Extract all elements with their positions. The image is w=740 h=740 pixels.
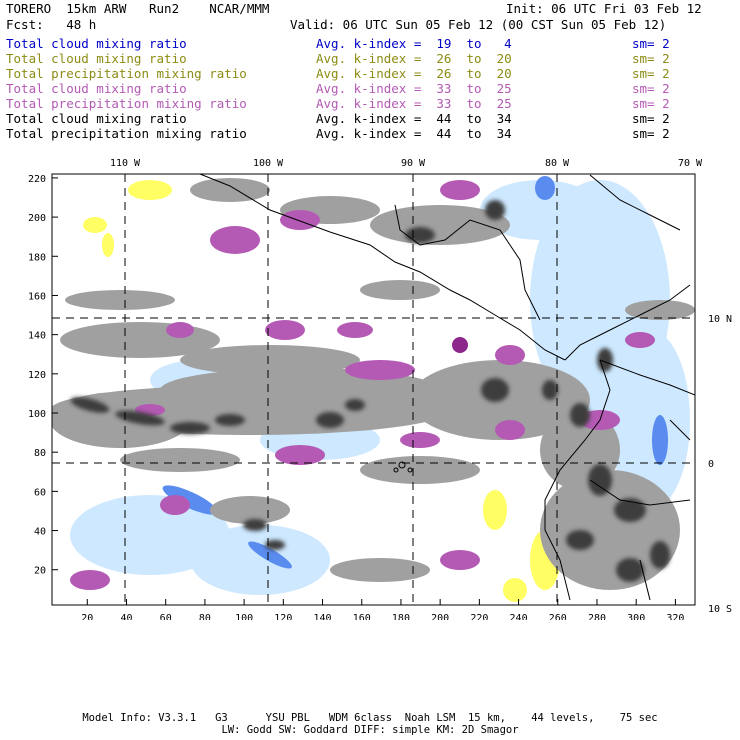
legend-sm: sm= 2: [632, 111, 670, 126]
x-tick-label: 300: [627, 613, 645, 620]
x-tick-label: 200: [431, 613, 449, 620]
forecast-hour: Fcst: 48 h: [6, 17, 97, 32]
legend-name: Total cloud mixing ratio: [6, 36, 187, 51]
valid-time: Valid: 06 UTC Sun 05 Feb 12 (00 CST Sun …: [290, 17, 667, 32]
y-tick-label: 120: [28, 370, 46, 381]
x-tick-label: 240: [510, 613, 528, 620]
y-tick-label: 60: [34, 487, 46, 498]
model-info: Model Info: V3.3.1 G3 YSU PBL WDM 6class…: [82, 712, 658, 724]
x-tick-label: 280: [588, 613, 606, 620]
x-tick-label: 140: [313, 613, 331, 620]
y-tick-label: 200: [28, 213, 46, 224]
forecast-map: 110 W 100 W 90 W 80 W 70 W 10 N 0 10 S 2…: [28, 158, 732, 620]
lat-label: 10 S: [708, 604, 732, 615]
x-tick-label: 100: [235, 613, 253, 620]
x-tick-label: 180: [392, 613, 410, 620]
legend-sm: sm= 2: [632, 36, 670, 51]
lon-label: 70 W: [678, 158, 703, 169]
lon-label: 80 W: [545, 158, 570, 169]
lon-labels: 110 W 100 W 90 W 80 W 70 W: [110, 158, 703, 169]
x-tick-label: 220: [470, 613, 488, 620]
lon-label: 100 W: [253, 158, 284, 169]
x-tick-label: 20: [81, 613, 93, 620]
legend-kindex: Avg. k-index = 19 to 4: [316, 36, 512, 51]
legend-kindex: Avg. k-index = 26 to 20: [316, 51, 512, 66]
legend-name: Total precipitation mixing ratio: [6, 126, 247, 141]
x-ticks: 20 40 60 80 100 120 140 160 180 200 220 240 260 280 30…: [81, 599, 684, 620]
x-tick-label: 40: [120, 613, 132, 620]
latlon-grid: [52, 174, 695, 605]
legend-sm: sm= 2: [632, 96, 670, 111]
y-tick-label: 220: [28, 174, 46, 185]
legend-kindex: Avg. k-index = 33 to 25: [316, 81, 512, 96]
init-time: Init: 06 UTC Fri 03 Feb 12: [506, 1, 702, 16]
x-tick-label: 260: [549, 613, 567, 620]
legend-sm: sm= 2: [632, 126, 670, 141]
y-tick-label: 80: [34, 448, 46, 459]
legend-name: Total cloud mixing ratio: [6, 81, 187, 96]
lat-label: 0: [708, 459, 714, 470]
plot-frame: [51, 173, 696, 606]
x-tick-label: 320: [666, 613, 684, 620]
y-tick-label: 20: [34, 566, 46, 577]
legend-kindex: Avg. k-index = 33 to 25: [316, 96, 512, 111]
x-tick-label: 160: [353, 613, 371, 620]
legend-name: Total precipitation mixing ratio: [6, 96, 247, 111]
y-tick-label: 40: [34, 527, 46, 538]
model-physics: LW: Godd SW: Goddard DIFF: simple KM: 2D…: [221, 724, 519, 736]
y-tick-label: 160: [28, 291, 46, 302]
lon-label: 110 W: [110, 158, 141, 169]
legend-kindex: Avg. k-index = 26 to 20: [316, 66, 512, 81]
x-tick-label: 80: [199, 613, 211, 620]
lat-label: 10 N: [708, 314, 732, 325]
legend-sm: sm= 2: [632, 51, 670, 66]
legend-name: Total precipitation mixing ratio: [6, 66, 247, 81]
legend-name: Total cloud mixing ratio: [6, 51, 187, 66]
legend-name: Total cloud mixing ratio: [6, 111, 187, 126]
legend-kindex: Avg. k-index = 44 to 34: [316, 111, 512, 126]
x-tick-label: 120: [274, 613, 292, 620]
lat-labels: 10 N 0 10 S: [708, 314, 732, 615]
y-ticks: 20 40 60 80 100 120 140 160 180 200 220: [28, 174, 58, 577]
field-shading: [52, 176, 695, 602]
model-title: TORERO 15km ARW Run2 NCAR/MMM: [6, 1, 270, 16]
lon-label: 90 W: [401, 158, 426, 169]
legend-kindex: Avg. k-index = 44 to 34: [316, 126, 512, 141]
coastlines: [199, 174, 695, 601]
legend-sm: sm= 2: [632, 66, 670, 81]
x-tick-label: 60: [160, 613, 172, 620]
y-tick-label: 140: [28, 331, 46, 342]
legend-sm: sm= 2: [632, 81, 670, 96]
y-tick-label: 100: [28, 409, 46, 420]
y-tick-label: 180: [28, 252, 46, 263]
